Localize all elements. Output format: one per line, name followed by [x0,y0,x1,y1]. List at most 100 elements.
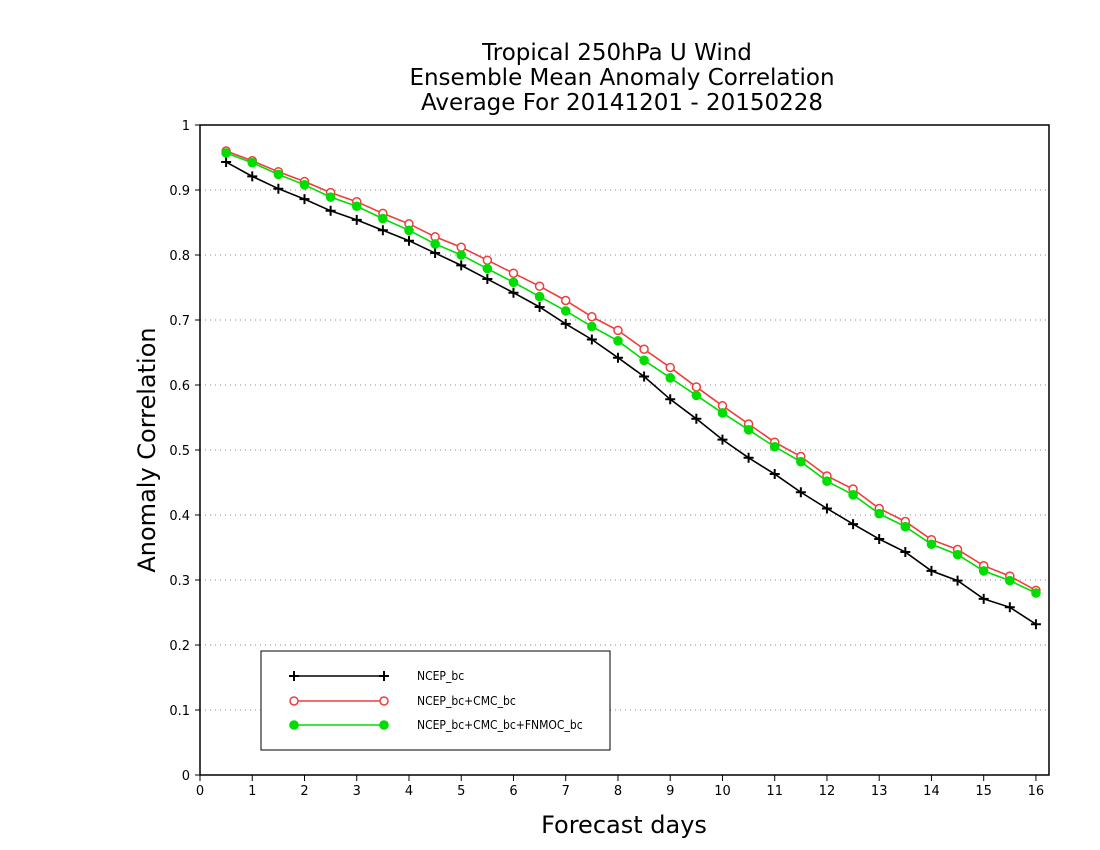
legend-marker [289,720,299,730]
legend-marker [289,671,299,681]
data-point [978,593,989,604]
y-tick-label: 0.3 [169,574,190,589]
legend: NCEP_bc NCEP_bc+CMC_bc NCEP_bc+CMC_bc+FNMO… [260,650,611,751]
y-axis-label: Anomaly Correlation [133,327,161,572]
data-point [247,171,258,182]
data-point [665,394,676,405]
data-point [926,565,937,576]
data-point [874,508,884,519]
data-point [587,312,597,322]
legend-item-2: NCEP_bc+CMC_bc+FNMOC_bc [289,718,583,732]
data-point [978,566,989,576]
y-tick-label: 0.6 [169,379,190,394]
data-point [482,274,493,285]
data-point [1005,575,1015,586]
data-point [378,213,388,224]
chart-title-line-3: Average For 20141201 - 20150228 [421,90,823,116]
data-point [325,192,336,202]
data-point [665,362,675,373]
data-point [534,281,545,291]
data-point [560,318,571,329]
y-tick-label: 0.2 [169,639,190,654]
data-point [900,547,911,558]
data-point [586,334,597,345]
data-point [587,321,597,332]
chart-title: Tropical 250hPa U Wind Ensemble Mean Ano… [409,40,834,116]
chart-title-line-1: Tropical 250hPa U Wind [481,40,752,66]
legend-item-0: NCEP_bc [289,669,464,683]
x-tick-label: 16 [1028,784,1045,799]
data-point [508,268,519,278]
x-tick-label: 8 [614,784,622,799]
x-tick-label: 9 [666,784,674,799]
data-point [822,476,832,487]
data-point [952,549,963,560]
data-point [613,336,623,346]
data-point [351,201,362,212]
data-point [221,148,231,158]
data-point [612,352,623,363]
data-point [404,225,414,236]
data-point [796,456,806,467]
data-point [769,469,780,480]
data-point [717,434,728,445]
data-point [769,441,780,452]
data-point [717,408,728,418]
data-point [560,306,571,316]
data-point [1004,602,1015,613]
data-point [926,539,937,550]
data-point [952,575,963,586]
legend-label: NCEP_bc+CMC_bc [417,694,516,708]
x-tick-label: 10 [714,784,731,799]
y-tick-label: 0 [182,769,190,784]
y-tick-label: 0.5 [169,444,190,459]
data-point [482,263,493,274]
legend-label: NCEP_bc+CMC_bc+FNMOC_bc [417,718,583,732]
x-tick-label: 2 [300,784,308,799]
series-line [225,150,1037,592]
legend-marker [379,696,389,706]
data-point [247,157,258,168]
x-tick-label: 14 [923,784,940,799]
data-point [691,413,702,424]
data-point [1030,619,1041,630]
data-point [351,214,362,225]
data-point [1031,588,1041,598]
data-point [665,373,676,383]
x-tick-label: 12 [819,784,836,799]
legend-marker [379,671,389,681]
data-point [456,250,467,260]
data-point [639,344,649,354]
data-point [691,382,702,392]
legend-marker [289,696,299,706]
x-tick-label: 13 [871,784,888,799]
data-point [325,205,336,216]
data-point [377,225,388,236]
data-point [795,487,806,498]
data-point [430,239,440,249]
axis-ticks: 00.10.20.30.40.50.60.70.80.910 1 2 3 4 5 6 7 8 9 1… [169,119,1044,799]
x-tick-label: 4 [405,784,413,799]
data-point [639,355,649,366]
x-tick-label: 0 [196,784,204,799]
data-point [743,452,754,463]
data-point [874,534,885,545]
x-tick-label: 3 [353,784,361,799]
data-point [508,287,519,298]
data-point [848,490,858,500]
data-point [560,295,571,306]
data-series [221,146,1041,630]
y-tick-label: 0.4 [169,509,190,524]
legend-label: NCEP_bc [417,669,464,683]
legend-marker [379,720,389,730]
series-line [225,161,1037,625]
data-point [743,425,754,435]
x-tick-label: 6 [509,784,517,799]
data-point [613,325,623,336]
data-point [821,503,832,514]
y-tick-label: 1 [182,119,190,134]
x-tick-label: 7 [562,784,570,799]
y-tick-label: 0.7 [169,314,190,329]
data-point [430,248,441,259]
